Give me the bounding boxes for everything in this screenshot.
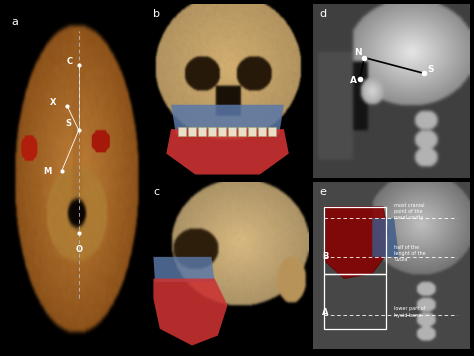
- Text: half of the
lenght of the
uvula: half of the lenght of the uvula: [394, 245, 426, 262]
- Text: A: A: [322, 308, 329, 316]
- Polygon shape: [154, 279, 228, 346]
- Bar: [248, 126, 256, 136]
- Bar: [219, 126, 226, 136]
- Text: N: N: [355, 48, 362, 57]
- Bar: [208, 126, 216, 136]
- Text: a: a: [12, 17, 19, 27]
- Text: c: c: [154, 187, 160, 197]
- Bar: [324, 206, 386, 273]
- Text: d: d: [319, 9, 326, 19]
- Text: M: M: [43, 167, 52, 176]
- Text: most cranial
point of the
nasal cavity: most cranial point of the nasal cavity: [394, 203, 425, 220]
- Polygon shape: [372, 218, 399, 257]
- Text: O: O: [75, 245, 82, 254]
- Text: b: b: [154, 9, 160, 19]
- Text: e: e: [319, 187, 326, 197]
- Polygon shape: [154, 257, 215, 282]
- Bar: [188, 126, 196, 136]
- Text: B: B: [322, 252, 328, 261]
- Bar: [258, 126, 266, 136]
- Bar: [198, 126, 206, 136]
- Polygon shape: [325, 206, 388, 279]
- Polygon shape: [166, 129, 289, 174]
- Polygon shape: [171, 105, 284, 134]
- Bar: [268, 126, 276, 136]
- Text: C: C: [67, 57, 73, 66]
- Bar: [238, 126, 246, 136]
- Text: A: A: [350, 76, 357, 85]
- Bar: [324, 273, 386, 329]
- Text: S: S: [66, 119, 72, 128]
- Bar: [178, 126, 186, 136]
- Text: lower part of
hyoid bone: lower part of hyoid bone: [394, 307, 426, 318]
- Bar: [228, 126, 236, 136]
- Text: S: S: [427, 66, 433, 74]
- Text: X: X: [50, 98, 56, 107]
